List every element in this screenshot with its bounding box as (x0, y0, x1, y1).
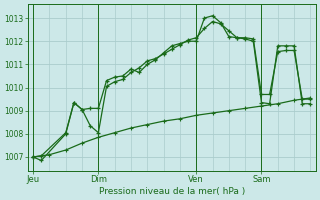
X-axis label: Pression niveau de la mer( hPa ): Pression niveau de la mer( hPa ) (99, 187, 245, 196)
